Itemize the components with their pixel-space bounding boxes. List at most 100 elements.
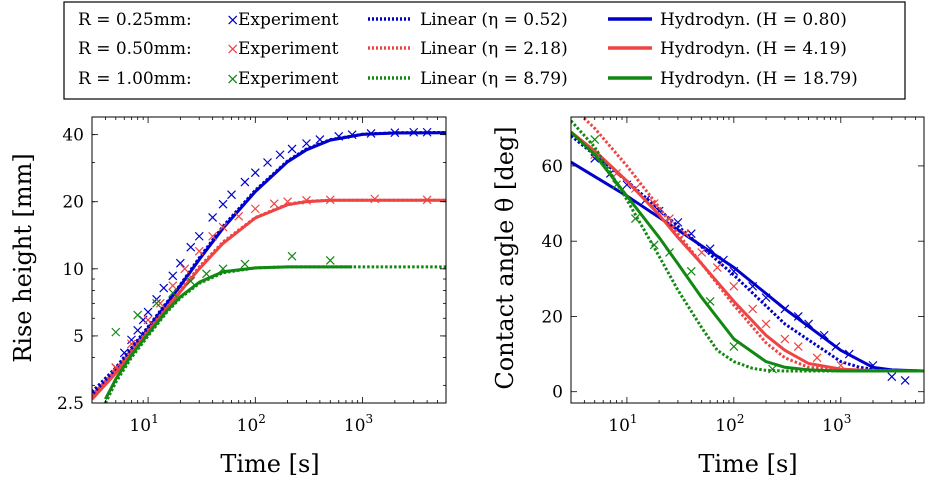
data-point (748, 304, 758, 314)
data-point (712, 263, 722, 272)
legend-experiment-label: Experiment (238, 39, 339, 59)
legend-linear-label: Linear (η = 8.79) (420, 69, 568, 89)
x-tick-label: 103 (344, 412, 373, 436)
legend-hydro-label: Hydrodyn. (H = 18.79) (660, 69, 858, 89)
data-point (812, 353, 822, 363)
y-tick-label: 0 (552, 383, 563, 403)
data-point (240, 177, 250, 187)
data-point (180, 264, 190, 274)
legend-radius-label: R = 0.25mm: (78, 10, 192, 30)
data-point (729, 281, 739, 291)
rise-height-chart: 101 102 103 2.5 5 10 20 40 Rise height [mm] Tim… (9, 116, 447, 478)
hydrodynamic-model-line (92, 198, 446, 401)
data-point (275, 150, 285, 160)
data-point (630, 214, 640, 224)
linear-model-line (571, 134, 924, 373)
y-tick-label: 60 (541, 157, 563, 177)
plot-frame (570, 116, 925, 404)
x-axis-label: Time [s] (220, 450, 319, 478)
x-tick-label: 101 (129, 412, 158, 436)
data-point (793, 342, 803, 351)
x-axis-label: Time [s] (698, 450, 797, 478)
x-tick-label: 103 (822, 412, 851, 436)
legend-hydro-label: Hydrodyn. (H = 4.19) (660, 39, 847, 59)
data-point (263, 158, 272, 167)
data-point (175, 258, 185, 268)
y-axis-label: Contact angle θ [deg] (491, 126, 519, 389)
linear-model-line (92, 131, 446, 394)
legend-radius-label: R = 1.00mm: (78, 69, 192, 89)
legend-linear-label: Linear (η = 2.18) (420, 39, 568, 59)
data-point (218, 222, 228, 232)
data-point (250, 204, 260, 214)
data-point (819, 330, 829, 340)
data-point (133, 310, 143, 320)
legend-radius-label: R = 0.50mm: (78, 39, 192, 59)
legend-experiment-label: Experiment (238, 69, 339, 89)
data-point (697, 248, 707, 257)
data-point (680, 229, 690, 239)
legend-cross-marker: × (226, 39, 239, 58)
data-point (208, 231, 218, 241)
hydrodynamic-model-line (571, 131, 924, 373)
hydrodynamic-model-line (571, 160, 924, 373)
data-point (287, 251, 297, 261)
data-point (900, 375, 910, 385)
data-point (218, 199, 228, 209)
y-tick-label: 2.5 (57, 394, 84, 414)
data-point (887, 372, 897, 382)
data-point (234, 211, 244, 221)
legend-frame (63, 1, 906, 100)
y-tick-label: 40 (62, 126, 84, 146)
data-point (186, 276, 196, 286)
data-point (287, 144, 297, 154)
data-point (194, 231, 204, 241)
hydrodynamic-model-line (92, 131, 446, 397)
series-layer (92, 127, 446, 403)
linear-model-line (104, 265, 446, 403)
data-point (729, 342, 739, 351)
data-point (269, 199, 279, 209)
legend-cross-marker: × (226, 69, 239, 88)
data-point (168, 271, 178, 281)
series-layer (571, 117, 924, 385)
data-point (590, 135, 600, 145)
data-point (168, 281, 178, 291)
hydrodynamic-model-line (104, 265, 353, 400)
data-point (761, 319, 771, 329)
data-point (302, 139, 311, 148)
y-tick-label: 20 (62, 193, 84, 213)
legend-linear-label: Linear (η = 0.52) (420, 10, 568, 30)
x-tick-label: 102 (715, 412, 744, 436)
x-tick-label: 102 (237, 412, 266, 436)
data-point (227, 190, 236, 200)
data-point (152, 298, 161, 308)
data-point (133, 325, 143, 335)
legend-row-0: R = 0.25mm: × Experiment Linear (η = 0.5… (78, 10, 847, 30)
data-point (168, 288, 178, 298)
plot-area: 101 102 103 2.5 5 10 20 40 (57, 116, 447, 436)
linear-model-line (92, 198, 446, 397)
data-point (155, 298, 165, 308)
data-point (686, 266, 696, 276)
linear-model-line (571, 119, 924, 373)
data-point (325, 256, 335, 265)
data-point (143, 307, 153, 317)
plot-frame (91, 116, 447, 404)
x-tick-label: 101 (608, 412, 637, 436)
y-tick-label: 10 (62, 260, 84, 280)
hydrodynamic-model-line (571, 130, 924, 373)
linear-model-line (580, 117, 924, 373)
data-point (194, 246, 204, 256)
legend-row-1: R = 0.50mm: × Experiment Linear (η = 2.1… (78, 39, 847, 59)
data-point (208, 213, 218, 222)
plot-area: 101 102 103 0 20 40 60 (541, 116, 925, 436)
y-tick-label: 40 (541, 232, 563, 252)
data-point (186, 242, 196, 252)
contact-angle-chart: 101 102 103 0 20 40 60 Contact angle θ [deg] T… (491, 116, 925, 478)
y-tick-label: 20 (541, 307, 563, 327)
data-point (159, 283, 169, 293)
legend-row-2: R = 1.00mm: × Experiment Linear (η = 8.7… (78, 69, 858, 89)
data-point (111, 327, 121, 337)
